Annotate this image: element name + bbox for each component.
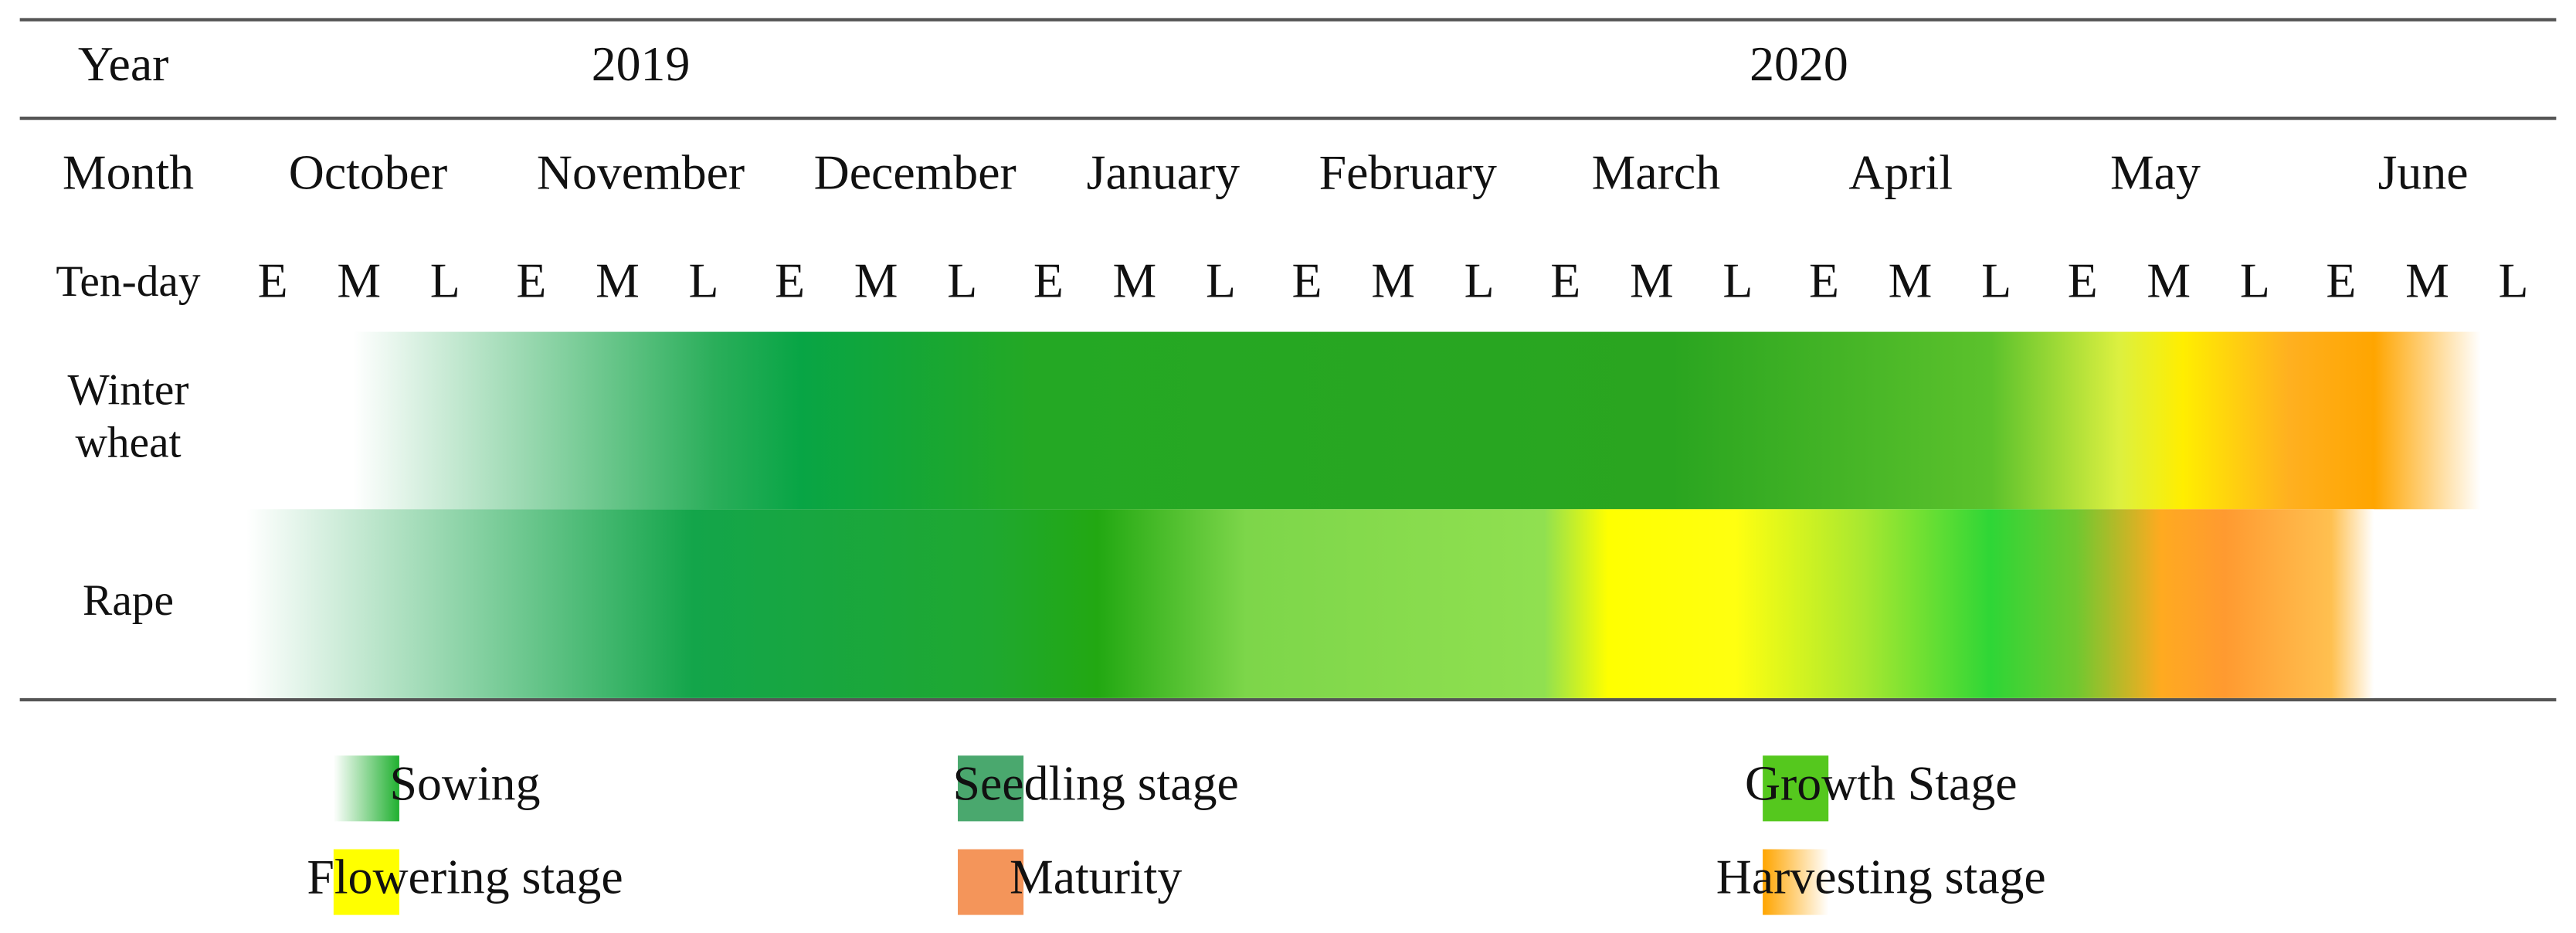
month: March: [1592, 144, 1721, 199]
tenday: M: [2405, 253, 2449, 308]
legend-label: Flowering stage: [307, 850, 623, 904]
tenday: M: [1371, 253, 1415, 308]
crop-label: wheat: [75, 419, 181, 467]
tenday: L: [1981, 253, 2011, 308]
month: December: [814, 144, 1016, 199]
month: January: [1087, 144, 1240, 199]
tenday: M: [2147, 253, 2191, 308]
tenday: L: [689, 253, 719, 308]
rape-bar: [246, 509, 2374, 698]
month: May: [2110, 144, 2201, 199]
legend-swatch: [1763, 849, 1829, 915]
legend-label: Growth Stage: [1745, 755, 2018, 810]
legend-swatch: [333, 755, 399, 822]
tenday: E: [1809, 253, 1839, 308]
tenday: M: [596, 253, 640, 308]
month: October: [289, 144, 447, 199]
month: November: [537, 144, 745, 199]
legend-label: Maturity: [1010, 850, 1182, 904]
tenday: E: [1550, 253, 1580, 308]
tenday: E: [516, 253, 546, 308]
tenday: E: [1292, 253, 1322, 308]
tenday: E: [2068, 253, 2098, 308]
tenday: M: [1630, 253, 1674, 308]
legend-label: Sowing: [390, 755, 541, 810]
tenday: L: [947, 253, 977, 308]
month-label: Month: [63, 144, 194, 199]
tenday: E: [775, 253, 805, 308]
crop-label: Winter: [67, 366, 188, 415]
year: 2019: [592, 36, 691, 91]
wheat-bar: [353, 331, 2481, 510]
month: April: [1848, 144, 1953, 199]
month: June: [2378, 144, 2469, 199]
tenday: L: [2499, 253, 2529, 308]
tenday: M: [1889, 253, 1933, 308]
year-label: Year: [78, 36, 169, 91]
legend-swatch: [1763, 755, 1829, 822]
tenday: L: [1464, 253, 1495, 308]
crop-label: Rape: [83, 576, 174, 625]
tenday: L: [1722, 253, 1753, 308]
year: 2020: [1750, 36, 1848, 91]
legend-swatch: [333, 849, 399, 915]
tenday-label: Ten-day: [56, 257, 201, 306]
legend-label: Harvesting stage: [1716, 850, 2046, 904]
tenday: E: [1033, 253, 1064, 308]
tenday: E: [2326, 253, 2356, 308]
tenday: M: [854, 253, 898, 308]
tenday: E: [258, 253, 288, 308]
legend-swatch: [958, 755, 1024, 822]
month: February: [1319, 144, 1497, 199]
legend-label: Seedling stage: [953, 755, 1239, 810]
tenday: M: [337, 253, 381, 308]
tenday: L: [1206, 253, 1236, 308]
tenday: L: [2240, 253, 2270, 308]
legend-swatch: [958, 849, 1024, 915]
tenday: L: [430, 253, 460, 308]
tenday: M: [1113, 253, 1157, 308]
